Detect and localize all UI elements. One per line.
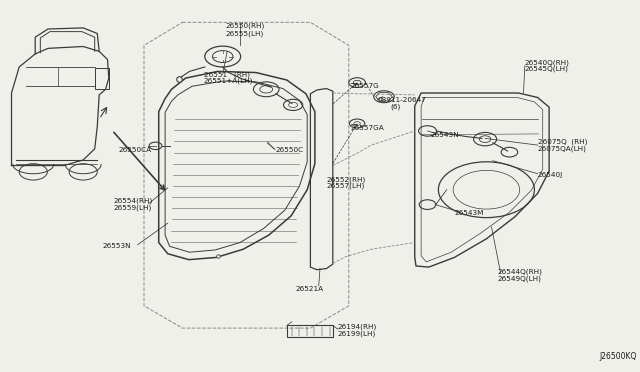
Text: 26554(RH): 26554(RH) bbox=[114, 198, 153, 204]
Text: 26557G: 26557G bbox=[351, 83, 380, 89]
Text: 08911-20647: 08911-20647 bbox=[378, 97, 426, 103]
Text: 26557GA: 26557GA bbox=[351, 125, 385, 131]
Text: 26075QA(LH): 26075QA(LH) bbox=[538, 145, 586, 152]
Text: 26553N: 26553N bbox=[102, 243, 131, 248]
Text: 26550CA: 26550CA bbox=[118, 147, 152, 153]
Text: J26500KQ: J26500KQ bbox=[600, 352, 637, 361]
Text: 26543N: 26543N bbox=[430, 132, 459, 138]
Text: 26557(LH): 26557(LH) bbox=[326, 183, 365, 189]
Bar bbox=[287, 326, 333, 337]
Text: 26559(LH): 26559(LH) bbox=[114, 204, 152, 211]
Text: 26552(RH): 26552(RH) bbox=[326, 176, 365, 183]
Text: 26199(LH): 26199(LH) bbox=[338, 330, 376, 337]
Bar bbox=[95, 68, 109, 89]
Text: 26551   (RH): 26551 (RH) bbox=[204, 71, 250, 78]
Text: 26549Q(LH): 26549Q(LH) bbox=[498, 275, 542, 282]
Text: (6): (6) bbox=[390, 104, 401, 110]
Text: 26543M: 26543M bbox=[454, 210, 484, 216]
Text: 26550C: 26550C bbox=[275, 147, 303, 153]
Text: 26550(RH): 26550(RH) bbox=[225, 23, 264, 29]
Text: 26194(RH): 26194(RH) bbox=[338, 323, 377, 330]
Text: 26544Q(RH): 26544Q(RH) bbox=[498, 268, 543, 275]
Text: 26521A: 26521A bbox=[296, 286, 324, 292]
Text: 26551+A(LH): 26551+A(LH) bbox=[204, 78, 253, 84]
Text: 26540J: 26540J bbox=[538, 172, 563, 178]
Text: 26545Q(LH): 26545Q(LH) bbox=[525, 66, 569, 73]
Text: 26075Q  (RH): 26075Q (RH) bbox=[538, 139, 587, 145]
Text: 26555(LH): 26555(LH) bbox=[225, 30, 264, 37]
Text: 26540Q(RH): 26540Q(RH) bbox=[525, 59, 570, 66]
